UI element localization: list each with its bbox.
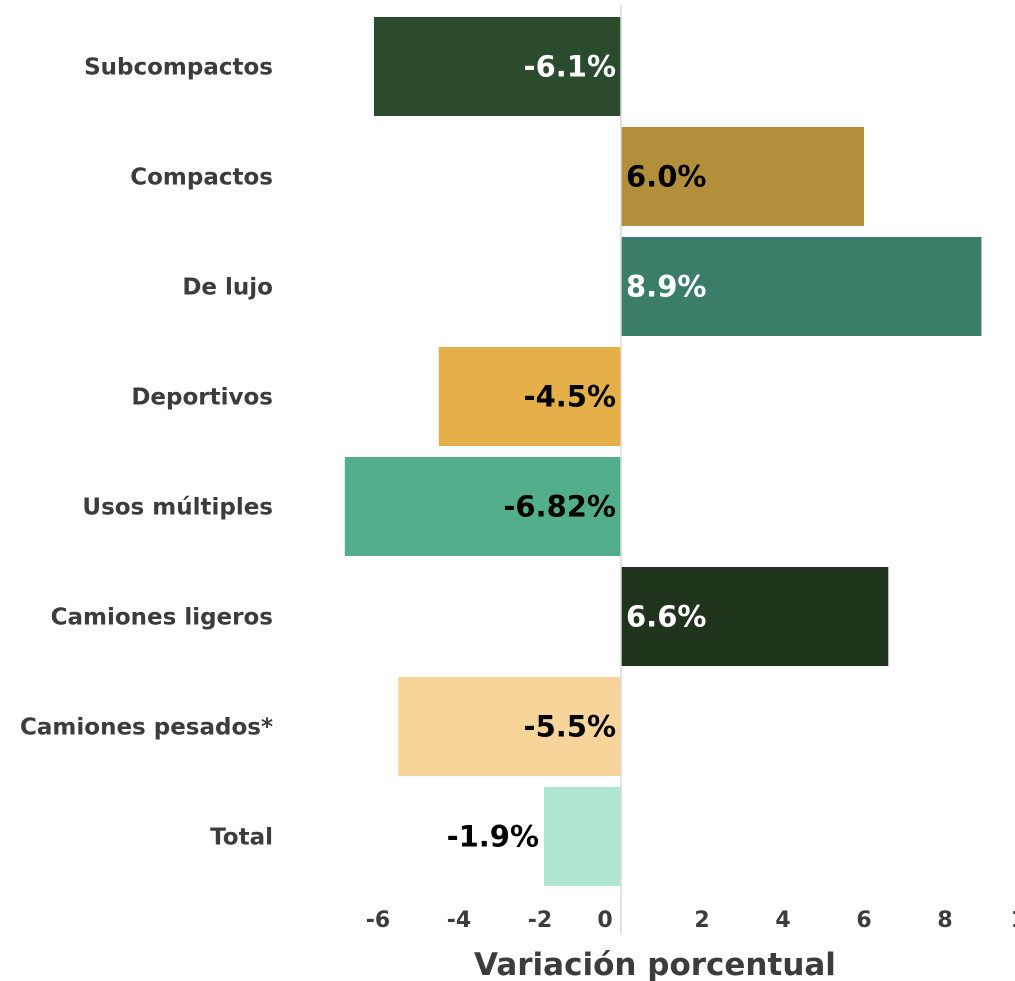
- value-label-2: 8.9%: [626, 270, 706, 304]
- x-axis-title: Variación porcentual: [474, 947, 836, 981]
- x-tick-labels-layer: -6 -4 -2 0 2 4 6 8 10: [366, 908, 1015, 933]
- bar-0: [373, 17, 621, 116]
- x-tick-label-8: 10: [1011, 908, 1015, 933]
- category-labels-layer: Subcompactos Compactos De lujo Deportivos Us…: [20, 55, 273, 851]
- bar-5: [621, 567, 889, 666]
- bar-4: [344, 457, 621, 556]
- x-tick-label-2: -2: [528, 908, 552, 933]
- bar-1: [621, 127, 864, 226]
- category-label-1: Compactos: [130, 165, 273, 191]
- x-tick-label-5: 4: [775, 908, 790, 933]
- value-label-0: -6.1%: [524, 50, 616, 84]
- value-label-5: 6.6%: [626, 600, 706, 634]
- bar-3: [438, 347, 621, 446]
- x-tick-label-3: 0: [597, 908, 612, 933]
- value-label-6: -5.5%: [524, 710, 616, 744]
- bar-2: [621, 237, 982, 336]
- x-tick-label-0: -6: [366, 908, 390, 933]
- category-label-4: Usos múltiples: [82, 495, 273, 521]
- x-tick-label-4: 2: [694, 908, 709, 933]
- value-label-3: -4.5%: [524, 380, 616, 414]
- value-label-7: -1.9%: [447, 820, 539, 854]
- bar-7: [544, 787, 621, 886]
- category-label-3: Deportivos: [131, 385, 273, 411]
- value-label-4: -6.82%: [503, 490, 616, 524]
- category-label-6: Camiones pesados*: [20, 715, 273, 741]
- value-labels-layer: -6.1% 6.0% 8.9% -4.5% -6.82% 6.6% -5.5% -1.9%: [447, 50, 707, 854]
- category-label-7: Total: [210, 825, 273, 851]
- category-label-2: De lujo: [182, 275, 273, 301]
- bars-layer: [344, 17, 982, 886]
- category-label-5: Camiones ligeros: [51, 605, 273, 631]
- x-tick-label-7: 8: [937, 908, 952, 933]
- category-label-0: Subcompactos: [84, 55, 273, 81]
- x-tick-label-6: 6: [856, 908, 871, 933]
- value-label-1: 6.0%: [626, 160, 706, 194]
- bar-6: [398, 677, 621, 776]
- x-tick-label-1: -4: [447, 908, 471, 933]
